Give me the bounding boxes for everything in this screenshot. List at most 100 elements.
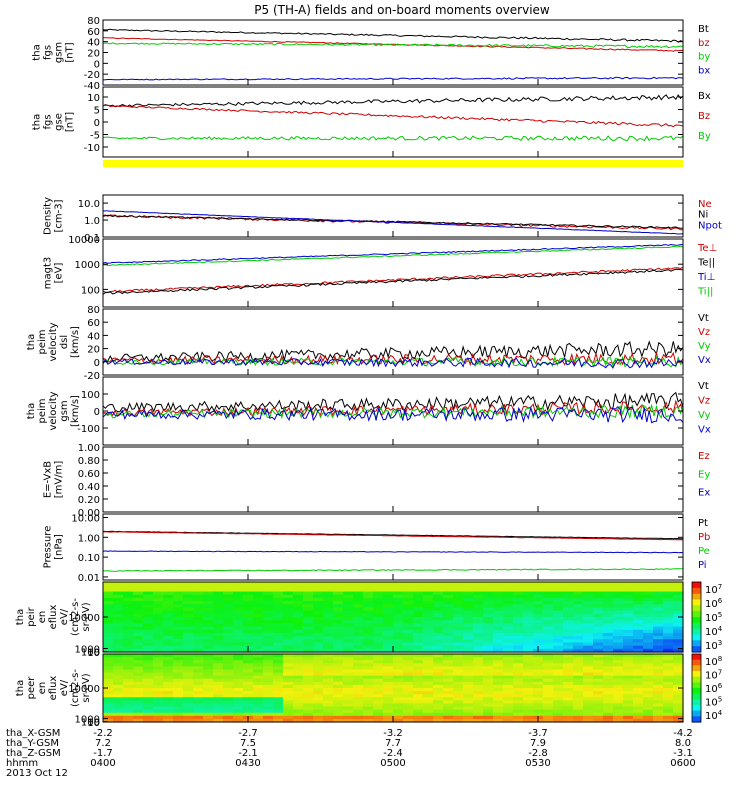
spectrogram-cell xyxy=(583,660,594,664)
spectrogram-cell xyxy=(283,585,294,589)
spectrogram-cell xyxy=(373,617,384,621)
spectrogram-cell xyxy=(633,626,644,631)
spectrogram-cell xyxy=(603,712,614,717)
spectrogram-cell xyxy=(653,639,664,644)
spectrogram-cell xyxy=(553,684,564,689)
spectrogram-cell xyxy=(653,632,664,637)
spectrogram-cell xyxy=(413,675,424,680)
spectrogram-cell xyxy=(373,585,384,589)
y-axis-label-line: tha xyxy=(15,609,26,625)
spectrogram-cell xyxy=(603,645,614,650)
spectrogram-cell xyxy=(343,588,354,593)
spectrogram-cell xyxy=(133,678,144,683)
spectrogram-cell xyxy=(523,639,534,644)
spectrogram-cell xyxy=(363,706,374,711)
spectrogram-cell xyxy=(503,697,514,701)
spectrogram-cell xyxy=(613,660,624,664)
spectrogram-cell xyxy=(633,648,644,653)
spectrogram-cell xyxy=(483,636,494,640)
spectrogram-cell xyxy=(673,678,684,683)
spectrogram-cell xyxy=(203,639,214,644)
spectrogram-cell xyxy=(423,620,434,624)
panel-frame xyxy=(102,446,684,513)
y-tick-label: 10 xyxy=(87,93,100,104)
spectrogram-cell xyxy=(323,672,334,677)
spectrogram-cell xyxy=(303,597,314,602)
spectrogram-cell xyxy=(253,613,264,618)
spectrogram-cell xyxy=(263,582,274,586)
spectrogram-cell xyxy=(233,712,244,717)
spectrogram-cell xyxy=(253,718,264,723)
spectrogram-cell xyxy=(483,700,494,705)
spectrogram-cell xyxy=(573,660,584,664)
spectrogram-cell xyxy=(253,626,264,631)
spectrogram-cell xyxy=(273,691,284,695)
spectrogram-cell xyxy=(163,597,174,602)
y-axis-label-line: tha xyxy=(32,44,43,60)
spectrogram-cell xyxy=(513,645,524,650)
spectrogram-cell xyxy=(313,684,324,689)
spectrogram-cell xyxy=(203,718,214,723)
spectrogram-cell xyxy=(423,594,434,599)
spectrogram-cell xyxy=(613,703,624,708)
spectrogram-cell xyxy=(123,675,134,680)
spectrogram-cell xyxy=(613,594,624,599)
spectrogram-cell xyxy=(643,648,654,653)
spectrogram-cell xyxy=(283,678,294,683)
spectrogram-cell xyxy=(533,588,544,593)
spectrogram-cell xyxy=(413,672,424,677)
spectrogram-cell xyxy=(323,688,334,692)
spectrogram-cell xyxy=(183,645,194,650)
spectrogram-cell xyxy=(523,610,534,615)
y-axis-label-line: (cm2-s- xyxy=(70,598,81,636)
spectrogram-cell xyxy=(363,639,374,644)
spectrogram-cell xyxy=(353,706,364,711)
spectrogram-cell xyxy=(283,666,294,671)
spectrogram-cell xyxy=(163,591,174,596)
spectrogram-cell xyxy=(643,629,654,634)
spectrogram-cell xyxy=(423,669,434,674)
spectrogram-cell xyxy=(513,632,524,637)
spectrogram-cell xyxy=(403,645,414,650)
spectrogram-cell xyxy=(343,660,354,664)
spectrogram-cell xyxy=(423,626,434,631)
spectrogram-cell xyxy=(533,663,544,667)
spectrogram-cell xyxy=(173,582,184,586)
spectrogram-cell xyxy=(573,718,584,723)
y-axis-label-line: gse xyxy=(54,113,65,131)
spectrogram-cell xyxy=(363,626,374,631)
spectrogram-cell xyxy=(443,709,454,714)
spectrogram-cell xyxy=(423,639,434,644)
spectrogram-cell xyxy=(643,620,654,624)
spectrogram-cell xyxy=(113,636,124,640)
spectrogram-cell xyxy=(563,688,574,692)
spectrogram-cell xyxy=(633,594,644,599)
spectrogram-cell xyxy=(173,715,184,720)
spectrogram-cell xyxy=(573,684,584,689)
spectrogram-cell xyxy=(283,672,294,677)
spectrogram-cell xyxy=(163,588,174,593)
spectrogram-cell xyxy=(423,642,434,647)
spectrogram-cell xyxy=(293,691,304,695)
spectrogram-cell xyxy=(593,666,604,671)
legend-bz: Bz xyxy=(698,111,710,122)
spectrogram-cell xyxy=(403,657,414,661)
spectrogram-cell xyxy=(663,712,674,717)
spectrogram-cell xyxy=(313,712,324,717)
spectrogram-cell xyxy=(143,626,154,631)
x-axis-value: -2.7 xyxy=(238,728,258,739)
spectrogram-cell xyxy=(573,712,584,717)
spectrogram-cell xyxy=(313,663,324,667)
spectrogram-cell xyxy=(173,694,184,698)
spectrogram-cell xyxy=(313,672,324,677)
spectrogram-cell xyxy=(123,604,134,609)
spectrogram-cell xyxy=(183,597,194,602)
spectrogram-cell xyxy=(133,718,144,723)
spectrogram-cell xyxy=(663,582,674,586)
spectrogram-cell xyxy=(353,620,364,624)
spectrogram-cell xyxy=(353,636,364,640)
spectrogram-cell xyxy=(653,654,664,658)
spectrogram-cell xyxy=(573,700,584,705)
spectrogram-cell xyxy=(603,672,614,677)
spectrogram-cell xyxy=(453,597,464,602)
